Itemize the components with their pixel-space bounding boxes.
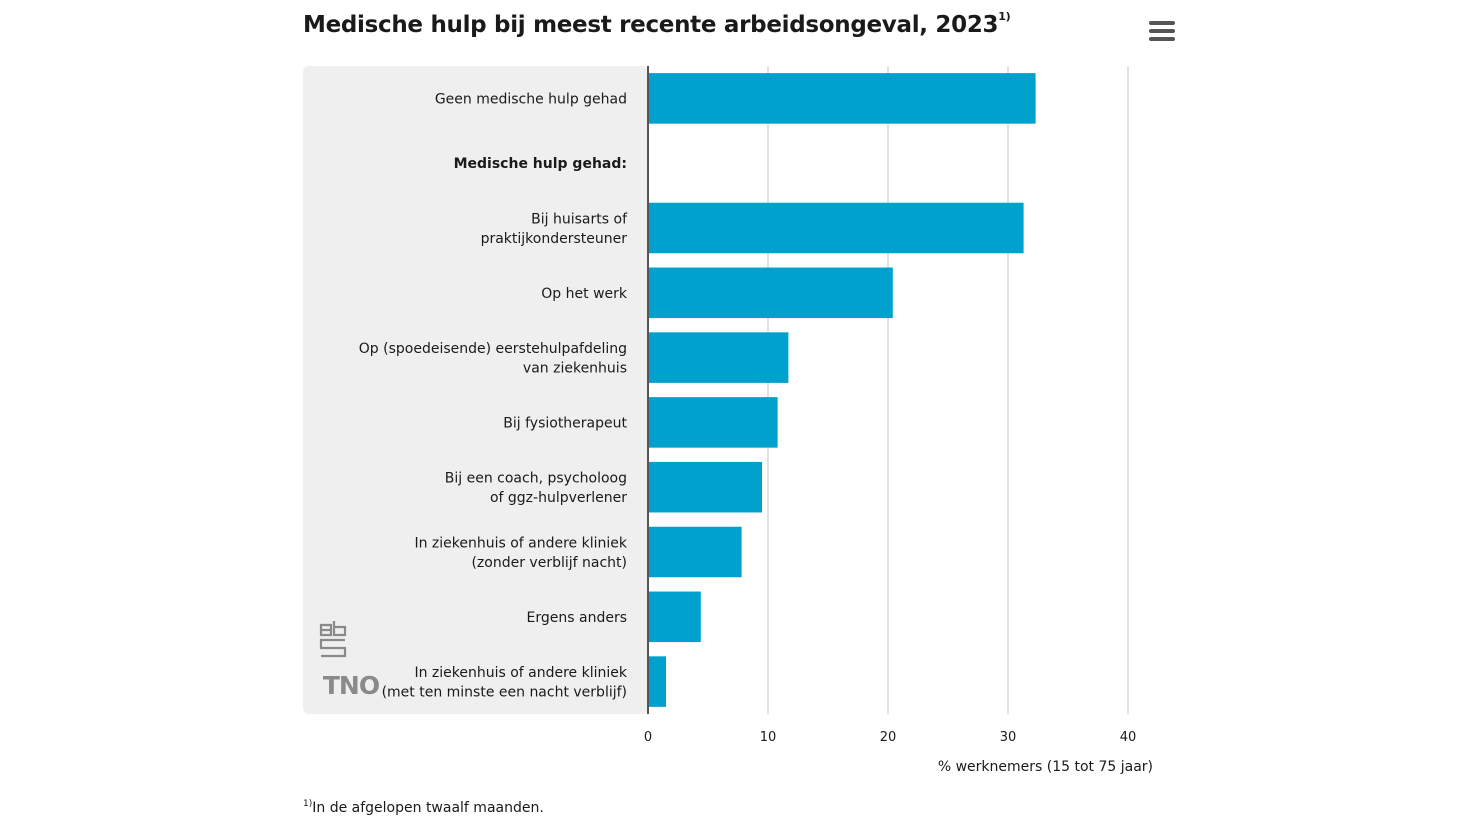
x-tick-label: 0 — [644, 730, 652, 745]
footnote-text: In de afgelopen twaalf maanden. — [312, 800, 544, 816]
bar — [648, 526, 742, 578]
label-panel — [303, 66, 648, 714]
bar — [648, 397, 778, 448]
bar — [648, 591, 701, 643]
bar — [648, 461, 762, 513]
cbs-logo — [319, 621, 347, 658]
bar — [648, 73, 1036, 124]
bars — [648, 73, 1036, 707]
category-label: In ziekenhuis of andere kliniek — [414, 535, 627, 551]
category-labels: Geen medische hulp gehad Medische hulp ge… — [359, 91, 628, 700]
category-label: van ziekenhuis — [523, 360, 627, 376]
x-tick-labels: 0 10 20 30 40 — [644, 730, 1136, 745]
menu-line — [1149, 37, 1175, 41]
bar — [648, 656, 666, 707]
title-footnote-marker: 1) — [998, 10, 1011, 23]
category-label: (zonder verblijf nacht) — [471, 555, 627, 571]
category-label: Bij fysiotherapeut — [503, 415, 627, 431]
x-tick-label: 40 — [1120, 730, 1137, 745]
chart-title-text: Medische hulp bij meest recente arbeidso… — [303, 12, 999, 38]
chart-title: Medische hulp bij meest recente arbeidso… — [303, 10, 1011, 38]
category-label: (met ten minste een nacht verblijf) — [382, 684, 627, 700]
category-label: Medische hulp gehad: — [454, 156, 627, 172]
menu-line — [1149, 29, 1175, 33]
cbs-logo-b — [332, 621, 347, 637]
x-axis-title: % werknemers (15 tot 75 jaar) — [938, 759, 1153, 775]
category-label: Bij huisarts of — [531, 211, 628, 227]
x-tick-label: 20 — [880, 730, 897, 745]
x-tick-label: 10 — [760, 730, 777, 745]
cbs-logo-c — [319, 623, 333, 637]
category-label: Op het werk — [541, 286, 628, 302]
footnote: 1)In de afgelopen twaalf maanden. — [303, 799, 544, 816]
bar-chart: Geen medische hulp gehad Medische hulp ge… — [303, 66, 1153, 775]
category-label: Ergens anders — [527, 610, 627, 626]
category-label: Geen medische hulp gehad — [435, 91, 627, 107]
bar — [648, 202, 1024, 254]
bar — [648, 332, 789, 383]
bar — [648, 267, 893, 319]
hamburger-menu-icon[interactable] — [1149, 21, 1175, 41]
x-tick-label: 30 — [1000, 730, 1017, 745]
menu-line — [1149, 21, 1175, 25]
tno-logo: TNO — [323, 671, 379, 700]
category-label: praktijkondersteuner — [481, 231, 628, 247]
footnote-marker: 1) — [303, 799, 313, 809]
category-label: Op (spoedeisende) eerstehulpafdeling — [359, 341, 627, 357]
grid-lines — [767, 66, 1129, 714]
category-label: In ziekenhuis of andere kliniek — [414, 665, 627, 681]
category-label: of ggz-hulpverlener — [490, 490, 627, 506]
cbs-logo-s — [319, 638, 347, 658]
category-label: Bij een coach, psycholoog — [445, 470, 627, 486]
